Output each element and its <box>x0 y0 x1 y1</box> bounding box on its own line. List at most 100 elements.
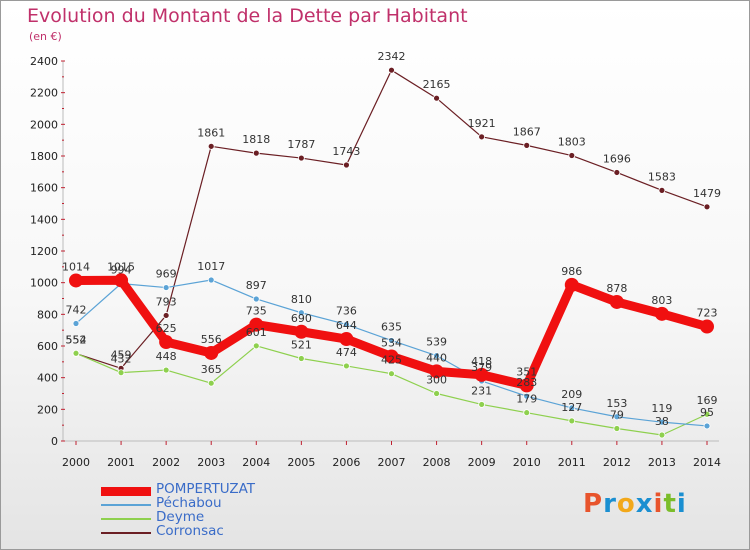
logo-letter: r <box>603 489 617 519</box>
data-label: 735 <box>246 305 267 318</box>
data-point <box>252 342 260 350</box>
x-tick-label: 2009 <box>468 456 496 469</box>
data-label: 379 <box>471 361 492 374</box>
y-tick-label: 1400 <box>30 213 58 226</box>
data-label: 425 <box>381 354 402 367</box>
logo-letter: i <box>676 489 687 519</box>
data-point <box>72 320 80 327</box>
data-label: 723 <box>697 307 718 320</box>
data-label: 625 <box>156 322 177 335</box>
data-label: 554 <box>66 333 87 346</box>
data-point <box>703 203 711 211</box>
data-label: 351 <box>516 365 537 378</box>
data-point <box>703 410 711 418</box>
legend-label: POMPERTUZAT <box>156 481 256 497</box>
x-tick-label: 2007 <box>378 456 406 469</box>
y-tick-label: 1200 <box>30 245 58 258</box>
data-point <box>703 422 711 430</box>
data-point <box>523 409 531 417</box>
y-tick-label: 200 <box>37 403 58 416</box>
data-point <box>523 141 531 149</box>
data-label: 2342 <box>378 50 406 63</box>
y-tick-label: 0 <box>51 435 58 448</box>
x-tick-label: 2014 <box>693 456 721 469</box>
data-point <box>700 319 714 334</box>
data-point <box>343 321 350 328</box>
data-point <box>388 66 395 74</box>
data-label: 810 <box>291 293 312 306</box>
logo-letter: i <box>653 489 664 519</box>
data-point <box>523 392 531 400</box>
legend-label: Corronsac <box>156 523 224 539</box>
y-tick-label: 600 <box>37 340 58 353</box>
data-label: 1818 <box>242 133 270 146</box>
data-label: 1017 <box>197 260 225 273</box>
x-tick-label: 2012 <box>603 456 631 469</box>
x-tick-label: 2008 <box>423 456 451 469</box>
data-label: 742 <box>66 304 87 317</box>
x-tick-label: 2011 <box>558 456 586 469</box>
data-point <box>433 352 440 360</box>
data-point <box>69 273 83 288</box>
x-tick-label: 2005 <box>287 456 315 469</box>
data-point <box>297 154 305 162</box>
data-point <box>294 324 309 339</box>
data-label: 127 <box>561 401 582 414</box>
data-point <box>162 312 170 319</box>
data-point <box>297 355 305 362</box>
data-label: 448 <box>156 350 177 363</box>
data-point <box>433 390 440 397</box>
x-tick-label: 2002 <box>152 456 180 469</box>
data-label: 283 <box>516 376 537 389</box>
data-label: 1696 <box>603 152 631 165</box>
data-point <box>72 349 80 357</box>
data-label: 1743 <box>332 145 360 158</box>
data-point <box>474 367 489 382</box>
data-point <box>343 161 350 169</box>
data-point <box>478 133 486 141</box>
data-label: 1803 <box>558 136 586 149</box>
data-label: 474 <box>336 346 357 359</box>
y-tick-label: 2000 <box>30 118 58 131</box>
x-tick-label: 2013 <box>648 456 676 469</box>
data-point <box>568 417 576 425</box>
data-point <box>384 349 399 364</box>
data-point <box>252 149 260 157</box>
y-tick-label: 2200 <box>30 87 58 100</box>
legend-label: Deyme <box>156 509 205 525</box>
data-point <box>658 186 666 194</box>
data-point <box>429 364 444 379</box>
data-label: 79 <box>610 408 624 421</box>
data-label: 878 <box>606 282 627 295</box>
data-label: 1787 <box>287 138 315 151</box>
data-point <box>204 345 219 360</box>
data-label: 95 <box>700 406 714 419</box>
data-label: 644 <box>336 319 357 332</box>
data-label: 1867 <box>513 125 541 138</box>
legend-swatch <box>101 532 151 534</box>
logo-letter: P <box>583 489 604 519</box>
data-point <box>162 284 170 291</box>
chart-title: Evolution du Montant de la Dette par Hab… <box>27 5 468 27</box>
legend-swatch <box>101 518 151 520</box>
data-label: 1921 <box>468 117 496 130</box>
data-label: 803 <box>651 294 672 307</box>
data-label: 418 <box>471 355 492 368</box>
data-point <box>252 295 260 303</box>
y-tick-label: 400 <box>37 372 58 385</box>
chart-subtitle: (en €) <box>29 30 62 43</box>
y-tick-label: 1000 <box>30 277 58 290</box>
data-point <box>207 142 215 150</box>
data-point <box>388 370 395 378</box>
data-point <box>433 94 440 102</box>
y-tick-label: 800 <box>37 308 58 321</box>
data-label: 432 <box>111 353 132 366</box>
data-label: 169 <box>697 394 718 407</box>
data-point <box>343 362 350 370</box>
data-point <box>162 366 170 374</box>
data-label: 690 <box>291 312 312 325</box>
x-tick-label: 2006 <box>332 456 360 469</box>
data-point <box>568 152 576 159</box>
